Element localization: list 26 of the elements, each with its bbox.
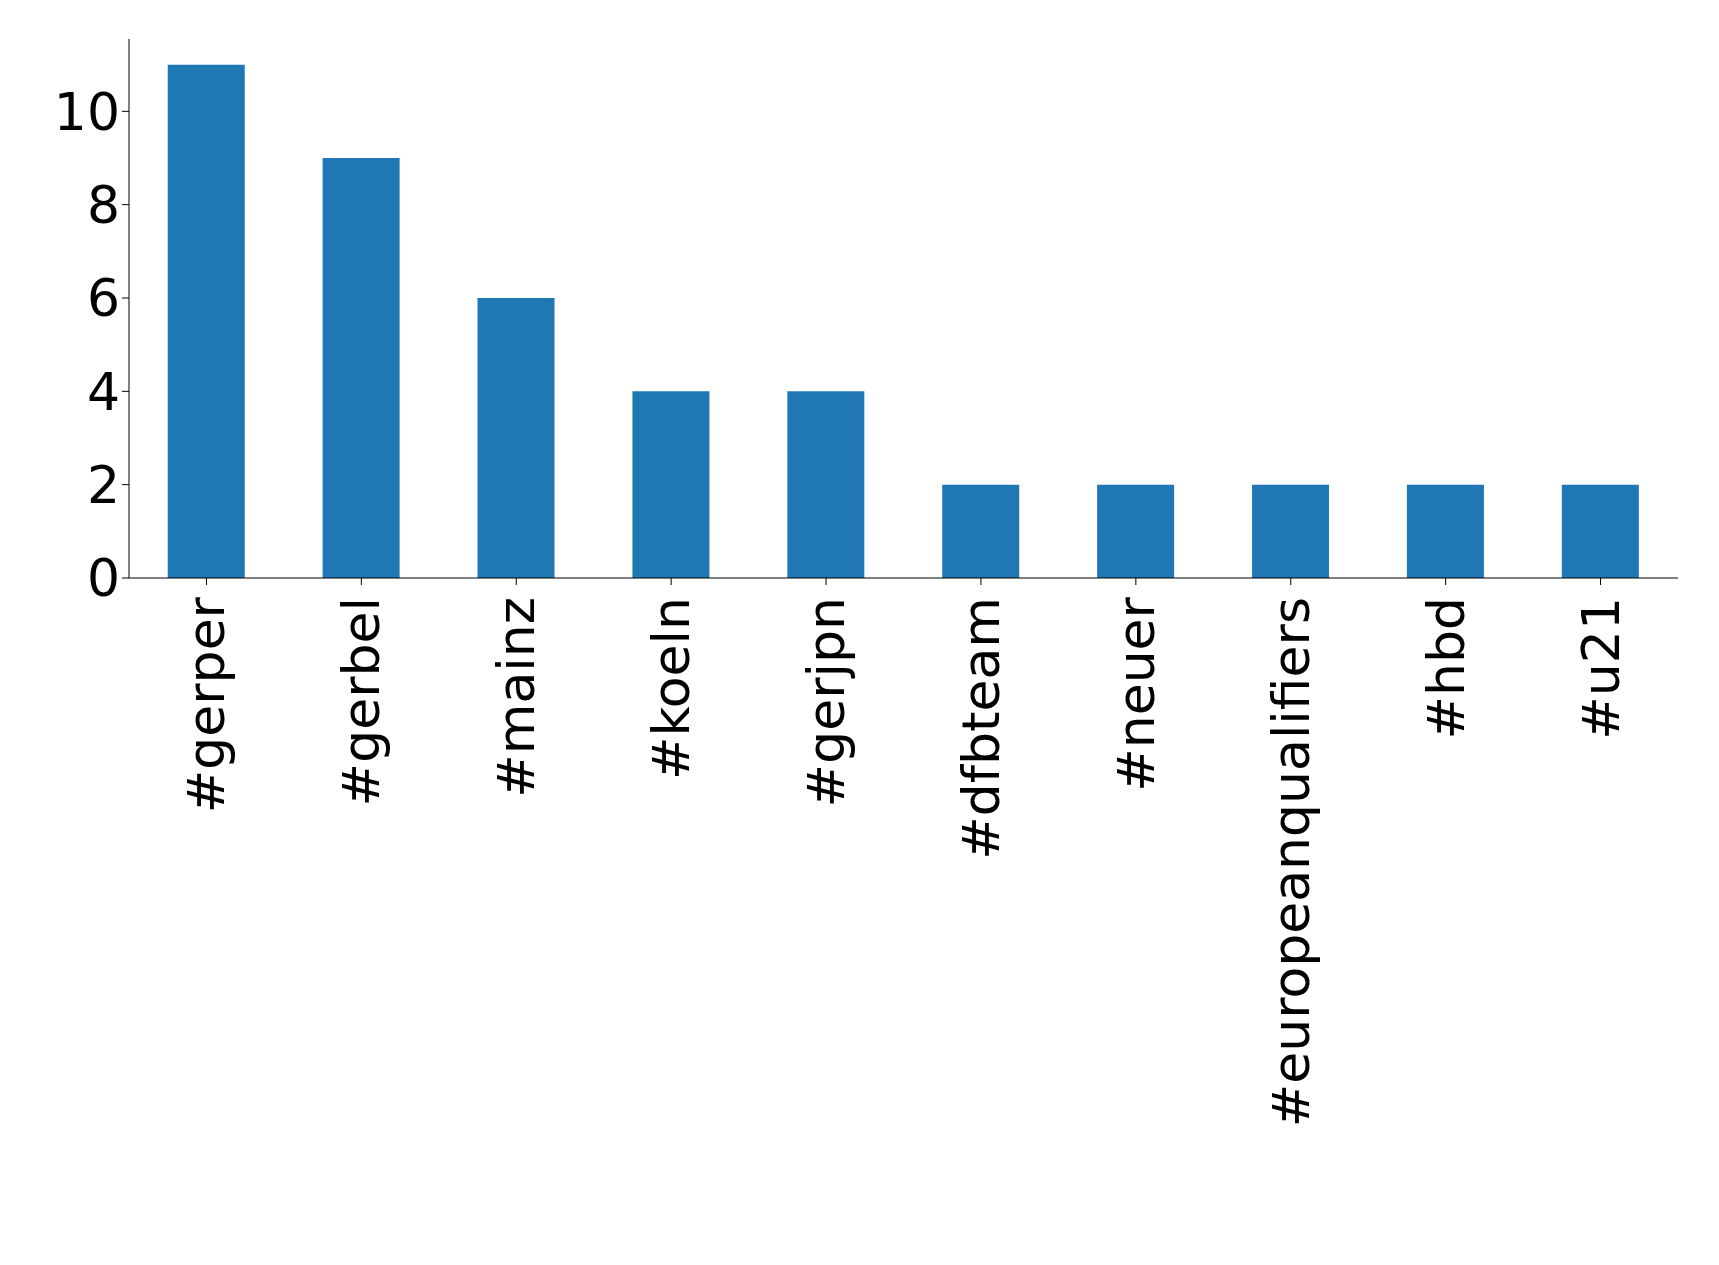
y-tick-label: 4 xyxy=(86,361,120,422)
bar xyxy=(1252,484,1330,578)
x-tick-label: #dfbteam xyxy=(950,597,1011,860)
bar xyxy=(632,391,710,578)
x-tick-label: #gerbel xyxy=(331,597,392,807)
x-tick-label: #gerper xyxy=(176,596,237,814)
x-tick-label: #hbd xyxy=(1415,597,1476,740)
y-tick-label: 6 xyxy=(86,268,120,329)
bar xyxy=(787,391,865,578)
y-tick-label: 10 xyxy=(53,81,120,142)
bar xyxy=(942,484,1020,578)
bar xyxy=(167,64,245,578)
y-tick-label: 2 xyxy=(86,455,120,516)
y-tick-label: 0 xyxy=(86,548,120,609)
bar xyxy=(477,298,555,578)
bar xyxy=(322,158,400,578)
x-tick-label: #neuer xyxy=(1105,596,1166,792)
y-tick-label: 8 xyxy=(86,175,120,236)
x-tick-label: #gerjpn xyxy=(796,597,857,808)
x-tick-label: #mainz xyxy=(486,597,547,798)
x-tick-label: #u21 xyxy=(1570,597,1631,740)
x-tick-label: #europeanqualifiers xyxy=(1260,597,1321,1128)
bar xyxy=(1097,484,1175,578)
x-tick-label: #koeln xyxy=(641,597,702,781)
bar xyxy=(1561,484,1639,578)
bar xyxy=(1406,484,1484,578)
